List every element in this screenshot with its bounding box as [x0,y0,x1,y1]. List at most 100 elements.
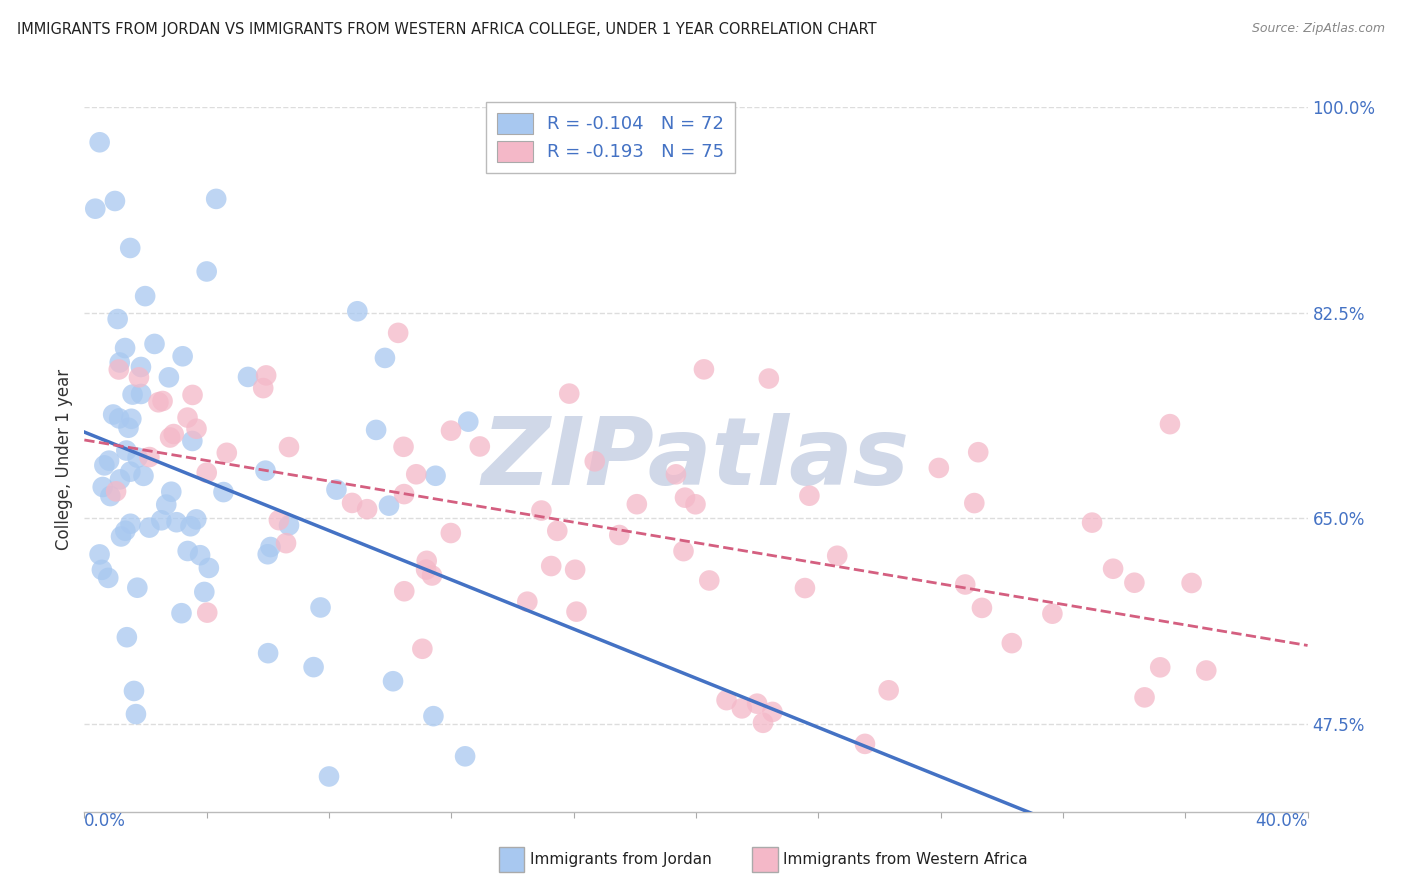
Point [195,264,218,278]
Point [697,574,720,588]
Point [90,563,112,577]
Point [346,304,368,318]
Point [356,502,378,516]
Point [761,705,783,719]
Point [212,485,235,500]
Point [825,549,848,563]
Point [411,641,433,656]
Point [254,464,277,478]
Point [148,395,170,409]
Text: 40.0%: 40.0% [1256,812,1308,830]
Text: ZIPatlas: ZIPatlas [482,413,910,506]
Point [170,606,193,620]
Point [731,701,754,715]
Point [105,484,128,499]
Point [152,394,174,409]
Point [626,497,648,511]
Point [84,202,107,216]
Point [794,581,817,595]
Point [318,769,340,784]
Point [129,387,152,401]
Point [440,424,463,438]
Point [125,707,148,722]
Point [693,362,716,376]
Point [176,544,198,558]
Point [257,646,280,660]
Point [340,496,363,510]
Point [132,468,155,483]
Point [195,466,218,480]
Point [747,697,769,711]
Point [150,513,173,527]
Point [115,443,138,458]
Point [752,715,775,730]
Point [1042,607,1064,621]
Point [236,370,259,384]
Point [516,595,538,609]
Point [122,684,145,698]
Point [420,568,443,582]
Point [172,349,194,363]
Point [205,192,228,206]
Point [366,423,388,437]
Point [1102,562,1125,576]
Point [382,674,405,689]
Point [374,351,396,365]
Point [665,467,688,482]
Point [928,461,950,475]
Point [672,544,695,558]
Point [378,499,401,513]
Point [716,693,738,707]
Point [415,554,437,568]
Point [967,445,990,459]
Text: IMMIGRANTS FROM JORDAN VS IMMIGRANTS FROM WESTERN AFRICA COLLEGE, UNDER 1 YEAR C: IMMIGRANTS FROM JORDAN VS IMMIGRANTS FRO… [17,22,876,37]
Point [394,584,416,599]
Point [457,415,479,429]
Point [198,561,221,575]
Point [129,359,152,374]
Point [115,630,138,644]
Point [97,571,120,585]
Point [188,548,211,562]
Point [583,454,606,468]
Point [114,341,136,355]
Point [120,411,142,425]
Point [166,515,188,529]
Point [440,526,463,541]
Point [302,660,325,674]
Point [799,489,821,503]
Point [128,370,150,384]
Point [685,497,707,511]
Point [1159,417,1181,431]
Point [267,513,290,527]
Point [104,194,127,208]
Point [387,326,409,340]
Point [134,289,156,303]
Point [970,600,993,615]
Point [955,577,977,591]
Point [159,430,181,444]
Point [121,387,143,401]
Point [193,585,215,599]
Point [157,370,180,384]
Point [93,458,115,473]
Point [186,512,208,526]
Point [98,453,121,467]
Point [530,503,553,517]
Point [117,420,139,434]
Point [278,440,301,454]
Point [195,606,218,620]
Point [1133,690,1156,705]
Point [558,386,581,401]
Text: Immigrants from Jordan: Immigrants from Jordan [530,853,711,867]
Point [392,487,415,501]
Point [607,528,630,542]
Point [252,381,274,395]
Point [1081,516,1104,530]
Point [89,548,111,562]
Text: 0.0%: 0.0% [84,812,127,830]
Point [274,536,297,550]
Point [127,450,149,465]
Point [565,605,588,619]
Text: Source: ZipAtlas.com: Source: ZipAtlas.com [1251,22,1385,36]
